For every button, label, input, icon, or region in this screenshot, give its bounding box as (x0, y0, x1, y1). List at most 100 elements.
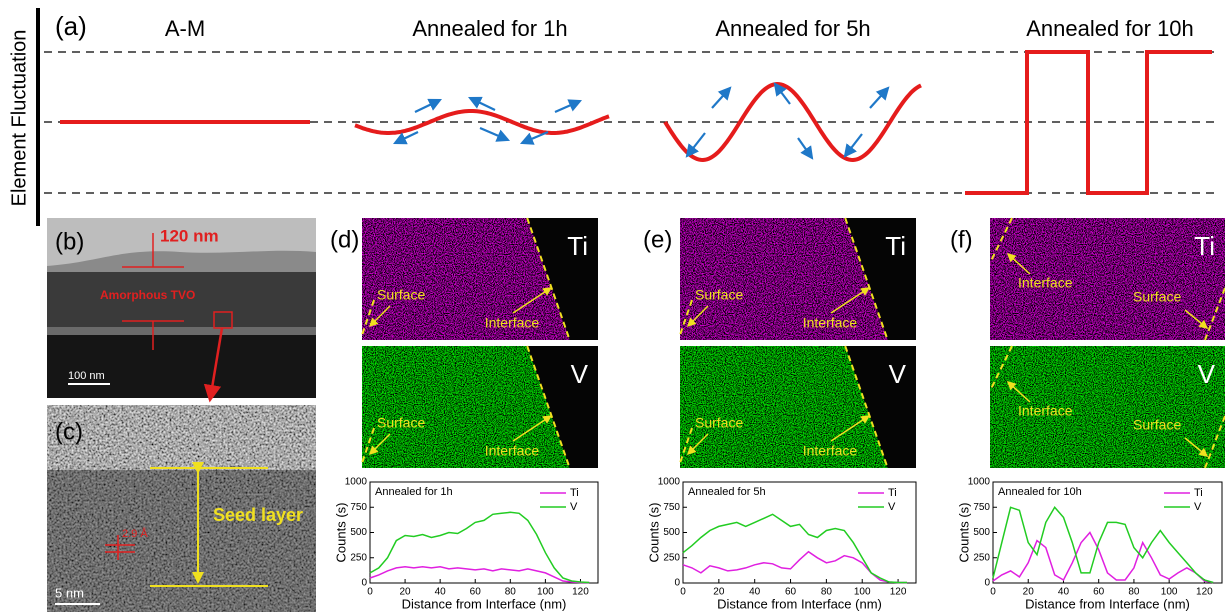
x-tick-label: 100 (854, 587, 871, 598)
interface-label: Interface (1018, 403, 1073, 419)
y-tick-label: 250 (350, 552, 367, 563)
chart-title: Annealed for 1h (375, 486, 453, 498)
element-map (990, 218, 1225, 340)
panel-label: (e) (643, 226, 672, 253)
y-tick-label: 0 (984, 578, 990, 589)
legend-label: V (570, 501, 578, 513)
x-tick-label: 20 (400, 587, 412, 598)
x-tick-label: 40 (749, 587, 761, 598)
surface-line (361, 299, 375, 336)
chart-title: Annealed for 5h (688, 486, 766, 498)
background-region (845, 218, 916, 340)
y-tick-label: 750 (350, 502, 367, 513)
y-axis-label: Element Fluctuation (8, 30, 30, 207)
panel-label: (f) (950, 226, 973, 253)
surface-line (679, 299, 693, 336)
plot-frame (369, 481, 599, 584)
series-line (992, 506, 1214, 584)
interface-label: Interface (485, 315, 540, 331)
background-region (527, 218, 598, 340)
x-tick-label: 60 (1093, 587, 1105, 598)
x-tick-label: 80 (821, 587, 833, 598)
x-tick-label: 120 (1196, 587, 1213, 598)
surface-arrow (686, 305, 709, 328)
y-tick-label: 500 (350, 527, 367, 538)
stage-title: Annealed for 1h (412, 16, 567, 41)
x-tick-label: 60 (785, 587, 797, 598)
surface-line (361, 427, 375, 464)
interface-line (526, 345, 571, 469)
surface-arrow (686, 433, 709, 456)
chart-title: Annealed for 10h (998, 486, 1082, 498)
y-tick-label: 250 (663, 552, 680, 563)
stage-title: A-M (165, 16, 205, 41)
thickness-label: 120 nm (160, 226, 219, 245)
x-tick-label: 80 (505, 587, 517, 598)
surface-arrow (1184, 309, 1209, 329)
element-label: Ti (567, 231, 588, 261)
y-tick-label: 0 (674, 578, 680, 589)
y-tick-label: 1000 (968, 477, 991, 488)
series-line (992, 531, 1214, 584)
interface-label: Interface (803, 315, 858, 331)
element-label: V (571, 359, 589, 389)
x-tick-label: 40 (435, 587, 447, 598)
layer-label: Amorphous TVO (100, 288, 195, 302)
element-label: Ti (885, 231, 906, 261)
legend-label: V (888, 501, 896, 513)
surface-arrow (368, 433, 391, 456)
interface-label: Interface (803, 443, 858, 459)
interface-line (526, 217, 571, 341)
interface-arrow (1006, 252, 1031, 275)
element-maps: (d) Surface Interface Ti Surface Interface V (e… (330, 217, 1225, 469)
x-tick-label: 60 (470, 587, 482, 598)
surface-label: Surface (1133, 417, 1181, 433)
y-tick-label: 500 (973, 527, 990, 538)
interface-line (844, 217, 889, 341)
flux-arrows (393, 82, 890, 160)
x-tick-label: 20 (713, 587, 725, 598)
legend-label: V (1194, 501, 1202, 513)
x-tick-label: 100 (537, 587, 554, 598)
x-axis-label: Distance from Interface (nm) (717, 596, 882, 611)
surface-arrow (1184, 437, 1209, 457)
y-tick-label: 250 (973, 552, 990, 563)
x-tick-label: 20 (1023, 587, 1035, 598)
y-tick-label: 750 (973, 502, 990, 513)
surface-label: Surface (695, 287, 743, 303)
interface-line (989, 345, 1013, 392)
background-region (527, 346, 598, 468)
y-tick-label: 0 (361, 578, 367, 589)
interface-line (989, 217, 1013, 264)
surface-label: Surface (377, 287, 425, 303)
large-wave (663, 81, 922, 163)
x-tick-label: 0 (367, 587, 373, 598)
element-label: V (889, 359, 907, 389)
series-line (369, 566, 590, 584)
panel-c: (c) Seed layer 2.9 Å 5 nm (47, 405, 316, 612)
element-map (990, 346, 1225, 468)
legend-label: Ti (1194, 487, 1203, 499)
legend-label: Ti (888, 487, 897, 499)
background-region (845, 346, 916, 468)
panel-label: (c) (55, 418, 83, 445)
surface-arrow (368, 305, 391, 328)
panel-b: (b) 120 nm Amorphous TVO 100 nm (47, 218, 316, 403)
stage-title: Annealed for 5h (715, 16, 870, 41)
interface-arrow (830, 415, 871, 442)
interface-arrow (512, 415, 553, 442)
series-line (369, 511, 590, 584)
panel-a: Element Fluctuation (a) A-M Annealed for… (8, 8, 1215, 226)
y-tick-label: 500 (663, 527, 680, 538)
surface-label: Surface (695, 415, 743, 431)
interface-label: Interface (485, 443, 540, 459)
interface-arrow (1006, 380, 1031, 403)
x-axis-label: Distance from Interface (nm) (402, 596, 567, 611)
square-wave (965, 50, 1212, 195)
series-line (682, 513, 907, 584)
element-label: Ti (1194, 231, 1215, 261)
x-tick-label: 0 (680, 587, 686, 598)
panel-label: (b) (55, 228, 84, 255)
x-tick-label: 0 (990, 587, 996, 598)
